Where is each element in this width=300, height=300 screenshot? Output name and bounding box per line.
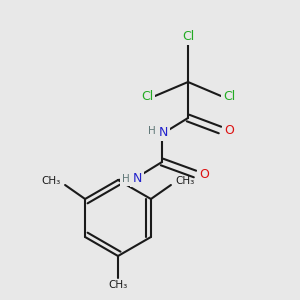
Text: Cl: Cl bbox=[141, 89, 153, 103]
Text: Cl: Cl bbox=[223, 89, 235, 103]
Text: O: O bbox=[224, 124, 234, 136]
Text: H: H bbox=[148, 126, 156, 136]
Text: CH₃: CH₃ bbox=[42, 176, 61, 186]
Text: H: H bbox=[122, 174, 130, 184]
Text: O: O bbox=[199, 167, 209, 181]
Text: N: N bbox=[132, 172, 142, 184]
Text: N: N bbox=[158, 125, 168, 139]
Text: Cl: Cl bbox=[182, 29, 194, 43]
Text: H: H bbox=[148, 126, 156, 136]
Text: Cl: Cl bbox=[182, 29, 194, 43]
Text: CH₃: CH₃ bbox=[175, 176, 194, 186]
Text: N: N bbox=[158, 125, 168, 139]
Text: Cl: Cl bbox=[223, 89, 235, 103]
Text: CH₃: CH₃ bbox=[108, 280, 128, 290]
Text: N: N bbox=[132, 172, 142, 184]
Text: O: O bbox=[199, 167, 209, 181]
Text: H: H bbox=[122, 174, 130, 184]
Text: Cl: Cl bbox=[141, 89, 153, 103]
Text: O: O bbox=[224, 124, 234, 136]
